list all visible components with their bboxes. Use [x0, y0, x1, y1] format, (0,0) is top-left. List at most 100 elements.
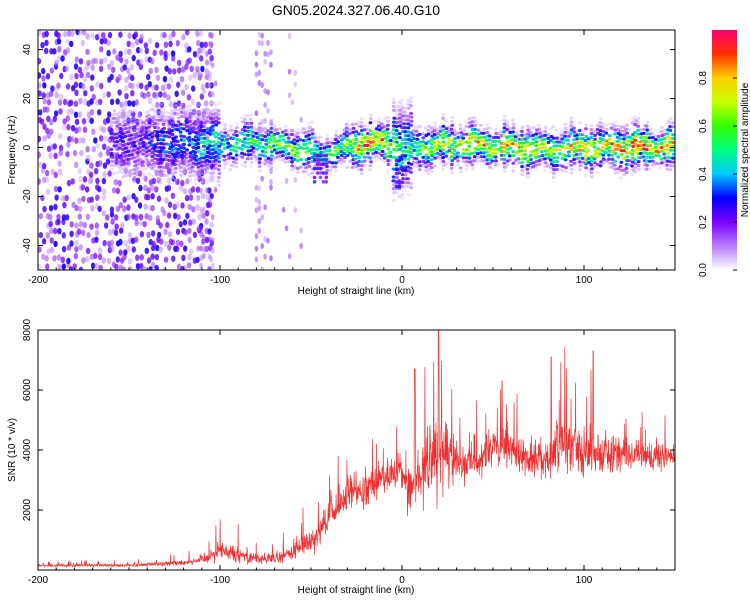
spectrogram-cell	[351, 162, 356, 166]
spectrogram-cell	[639, 151, 643, 156]
spectrogram-cell	[254, 256, 259, 263]
spectrogram-cell	[269, 179, 273, 185]
spectrogram-cell	[173, 155, 177, 159]
spectrogram-cell	[328, 168, 333, 172]
spectrogram-cell	[438, 125, 443, 129]
spectrogram-cell	[114, 136, 119, 140]
spectrogram-cell	[170, 239, 175, 246]
spectrogram-cell	[289, 156, 294, 160]
spectrogram-cell	[70, 30, 75, 37]
spectrogram-cell	[344, 122, 349, 126]
spectrogram-cell	[211, 120, 216, 124]
spectrogram-cell	[409, 123, 413, 127]
spectrogram-cell	[567, 150, 571, 154]
spectrogram-cell	[406, 118, 411, 122]
spectrogram-cell	[164, 166, 169, 170]
spectrogram-cell	[468, 140, 472, 144]
spectrogram-cell	[107, 31, 113, 39]
spectrogram-cell	[226, 133, 230, 137]
spectrogram-cell	[102, 143, 107, 150]
spectrogram-cell	[144, 213, 149, 220]
spectrogram-cell	[403, 145, 408, 149]
spectrogram-cell	[234, 157, 239, 161]
spectrogram-cell	[365, 135, 369, 140]
spectrogram-cell	[397, 158, 402, 163]
spectrogram-cell	[540, 154, 545, 158]
spectrogram-cell	[593, 161, 597, 165]
spectrogram-cell	[534, 132, 539, 136]
spectrogram-cell	[505, 139, 510, 143]
spectrogram-cell	[618, 164, 623, 168]
spectrogram-cell	[208, 140, 213, 144]
spectrogram-cell	[537, 147, 541, 151]
spectrogram-cell	[164, 65, 169, 72]
spectrogram-cell	[666, 120, 670, 124]
spectrogram-cell	[525, 140, 530, 144]
spectrogram-cell	[167, 201, 173, 208]
spectrogram-cell	[284, 225, 289, 232]
spectrogram-cell	[488, 161, 492, 165]
spectrogram-cell	[117, 122, 122, 127]
spectrogram-cell	[95, 177, 100, 185]
spectrogram-cell	[167, 68, 172, 75]
snr-x-label: Height of straight line (km)	[298, 585, 415, 596]
spectrogram-cell	[41, 253, 46, 260]
spectrogram-cell	[223, 123, 227, 127]
spectrogram-cell	[459, 170, 463, 174]
spectrogram-cell	[167, 154, 172, 158]
spectrogram-cell	[203, 41, 208, 48]
spectrogram-cell	[356, 140, 361, 144]
spectrogram-cell	[48, 152, 53, 159]
spectrogram-cell	[449, 155, 454, 159]
spectrogram-cell	[411, 133, 416, 137]
spectrogram-cell	[400, 167, 405, 171]
spectrogram-cell	[148, 67, 153, 75]
spectrogram-cell	[167, 143, 172, 147]
spectrogram-cell	[561, 141, 565, 145]
spectrogram-cell	[450, 159, 455, 163]
spectrogram-cell	[284, 129, 288, 133]
spectrogram-cell	[112, 116, 116, 121]
spectrogram-cell	[182, 142, 187, 146]
spectrogram-cell	[257, 185, 262, 192]
spectrogram-cell	[171, 152, 175, 156]
spectrogram-cell	[138, 146, 143, 150]
spectrogram-cell	[132, 156, 137, 160]
spectrogram-cell	[549, 166, 553, 170]
spectrogram-cell	[73, 63, 79, 70]
spectrogram-cell	[69, 240, 74, 247]
spectrogram-cell	[391, 198, 396, 203]
spectrogram-cell	[109, 120, 113, 124]
spectrogram-cell	[584, 123, 588, 127]
spectrogram-cell	[180, 89, 186, 96]
spectrogram-cell	[94, 222, 100, 229]
spectrogram-cell	[49, 247, 55, 254]
spectrogram-cell	[398, 112, 402, 116]
spectrogram-cell	[56, 82, 61, 89]
spectrogram-cell	[368, 140, 373, 144]
spectrogram-cell	[263, 204, 267, 211]
spectrogram-cell	[406, 114, 411, 118]
spectrogram-cell	[190, 130, 195, 134]
spectrogram-cell	[58, 149, 63, 156]
spectrogram-cell	[158, 177, 163, 181]
spectrogram-cell	[158, 222, 163, 229]
spectrogram-cell	[473, 127, 477, 131]
spectrogram-cell	[178, 221, 183, 228]
spectrogram-cell	[578, 160, 582, 164]
spectrogram-cell	[93, 168, 99, 175]
spectrogram-cell	[450, 162, 454, 167]
spectrogram-cell	[630, 137, 635, 141]
spectrogram-cell	[214, 142, 219, 147]
spectrogram-cell	[671, 148, 675, 152]
spectrogram-cell	[155, 244, 160, 252]
spectrogram-cell	[374, 119, 378, 123]
spectrogram-cell	[368, 156, 373, 160]
spectrogram-cell	[109, 59, 115, 67]
spectrogram-cell	[57, 99, 63, 106]
spectrogram-cell	[147, 117, 151, 121]
spectrogram-cell	[136, 139, 140, 143]
spectrogram-cell	[121, 139, 125, 144]
spectrogram-cell	[447, 129, 451, 133]
spectrogram-cell	[44, 176, 50, 183]
